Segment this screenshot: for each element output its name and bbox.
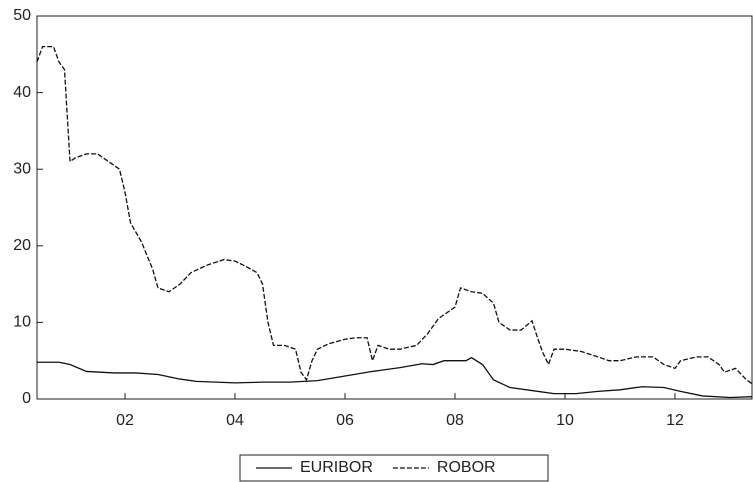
legend-label: ROBOR bbox=[437, 459, 496, 476]
y-tick-label: 20 bbox=[13, 237, 31, 254]
y-tick-label: 10 bbox=[13, 314, 31, 331]
x-tick-label: 02 bbox=[116, 412, 134, 429]
x-tick-label: 08 bbox=[446, 412, 464, 429]
y-tick-label: 30 bbox=[13, 160, 31, 177]
x-tick-label: 10 bbox=[556, 412, 574, 429]
series-line bbox=[37, 356, 753, 399]
x-tick-label: 12 bbox=[666, 412, 684, 429]
y-tick-label: 0 bbox=[22, 390, 31, 407]
y-tick-label: 50 bbox=[13, 7, 31, 24]
legend-label: EURIBOR bbox=[300, 459, 373, 476]
x-tick-label: 06 bbox=[336, 412, 354, 429]
series-line bbox=[36, 45, 753, 385]
x-tick-label: 04 bbox=[226, 412, 244, 429]
legend: EURIBOR ROBOR bbox=[239, 454, 549, 482]
y-tick-label: 40 bbox=[13, 84, 31, 101]
plot-frame bbox=[36, 15, 753, 400]
